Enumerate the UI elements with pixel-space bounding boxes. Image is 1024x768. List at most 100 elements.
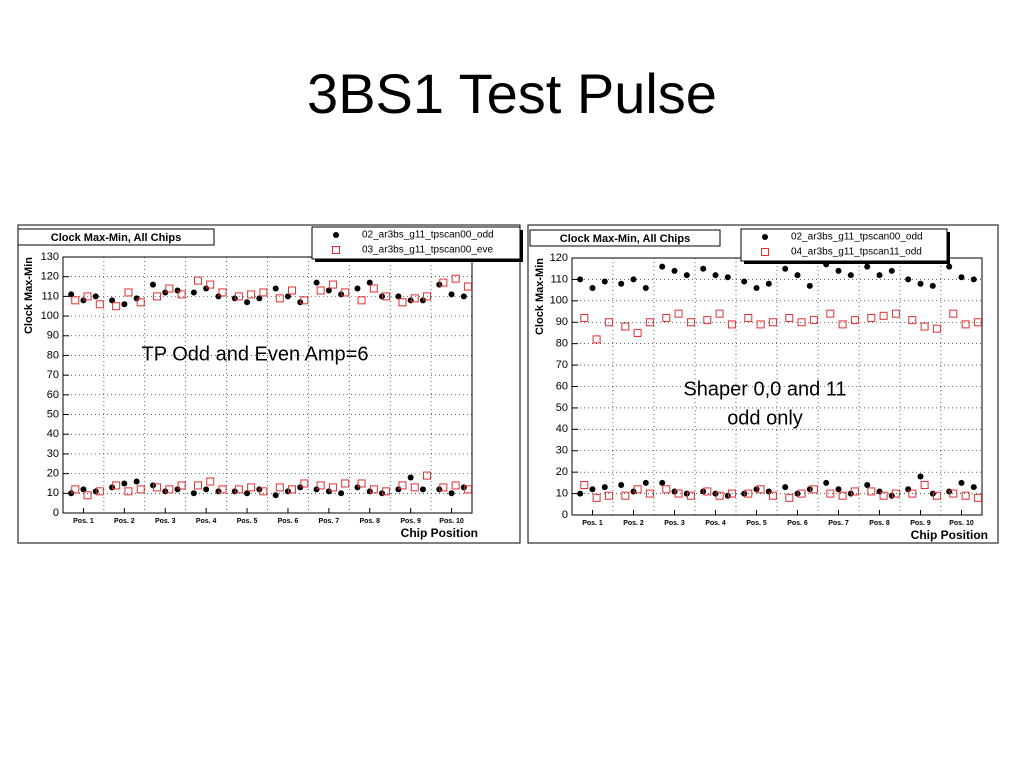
point <box>932 491 941 500</box>
point <box>785 313 794 322</box>
legend-marker <box>761 248 769 256</box>
point <box>325 287 332 294</box>
point <box>136 485 145 494</box>
point <box>436 281 443 288</box>
point <box>838 320 847 329</box>
point <box>369 485 378 494</box>
point <box>908 489 917 498</box>
point <box>618 280 625 287</box>
point <box>592 335 601 344</box>
point <box>124 288 133 297</box>
y-tick-label: 50 <box>556 402 568 414</box>
point <box>662 313 671 322</box>
point <box>272 285 279 292</box>
point <box>410 483 419 492</box>
point <box>703 316 712 325</box>
x-tick-label: Pos. 8 <box>869 520 890 527</box>
point <box>905 276 912 283</box>
point <box>436 486 443 493</box>
point <box>794 490 801 497</box>
point <box>297 299 304 306</box>
point <box>439 278 448 287</box>
point <box>604 318 613 327</box>
title-box <box>17 228 215 246</box>
point <box>284 293 291 300</box>
point <box>398 298 407 307</box>
point <box>398 481 407 490</box>
point <box>256 486 263 493</box>
point <box>785 493 794 502</box>
y-axis-label: Clock Max-Min <box>23 257 35 334</box>
point <box>284 488 291 495</box>
y-tick-label: 20 <box>47 468 59 480</box>
point <box>215 293 222 300</box>
point <box>744 313 753 322</box>
point <box>806 282 813 289</box>
point <box>633 485 642 494</box>
point <box>259 288 268 297</box>
y-tick-label: 110 <box>550 273 568 285</box>
point <box>741 278 748 285</box>
point <box>867 487 876 496</box>
point <box>715 309 724 318</box>
point <box>325 488 332 495</box>
point <box>905 486 912 493</box>
legend-label: 03_ar3bs_g11_tpscan00_eve <box>362 245 493 256</box>
point <box>946 488 953 495</box>
point <box>71 485 80 494</box>
point <box>809 316 818 325</box>
point <box>671 267 678 274</box>
point <box>448 291 455 298</box>
point <box>410 294 419 303</box>
point <box>256 295 263 302</box>
point <box>973 493 982 502</box>
y-tick-label: 40 <box>47 428 59 440</box>
point <box>379 490 386 497</box>
point <box>288 286 297 295</box>
point <box>162 289 169 296</box>
point <box>244 490 251 497</box>
point <box>259 487 268 496</box>
point <box>407 474 414 481</box>
point <box>71 296 80 305</box>
point <box>190 490 197 497</box>
point <box>946 263 953 270</box>
point <box>683 490 690 497</box>
point <box>864 263 871 270</box>
point <box>577 490 584 497</box>
point <box>124 487 133 496</box>
point <box>366 488 373 495</box>
point <box>645 489 654 498</box>
point <box>879 491 888 500</box>
point <box>630 488 637 495</box>
annotation: Shaper 0,0 and 11 <box>683 378 846 400</box>
x-axis-label: Chip Position <box>911 528 988 542</box>
y-tick-label: 50 <box>47 408 59 420</box>
point <box>272 492 279 499</box>
point <box>847 490 854 497</box>
point <box>95 300 104 309</box>
point <box>876 272 883 279</box>
point <box>231 488 238 495</box>
y-tick-label: 130 <box>41 251 59 263</box>
point <box>92 488 99 495</box>
x-tick-label: Pos. 3 <box>664 520 685 527</box>
x-tick-label: Pos. 1 <box>73 518 94 525</box>
point <box>68 291 75 298</box>
point <box>382 487 391 496</box>
point <box>234 292 243 301</box>
y-tick-label: 110 <box>41 290 59 302</box>
point <box>448 490 455 497</box>
point <box>949 309 958 318</box>
point <box>577 276 584 283</box>
y-tick-label: 30 <box>47 448 59 460</box>
point <box>68 490 75 497</box>
point <box>80 297 87 304</box>
y-tick-label: 0 <box>562 509 568 521</box>
point <box>316 481 325 490</box>
point <box>891 309 900 318</box>
point <box>95 487 104 496</box>
x-tick-label: Pos. 7 <box>828 520 849 527</box>
point <box>190 289 197 296</box>
